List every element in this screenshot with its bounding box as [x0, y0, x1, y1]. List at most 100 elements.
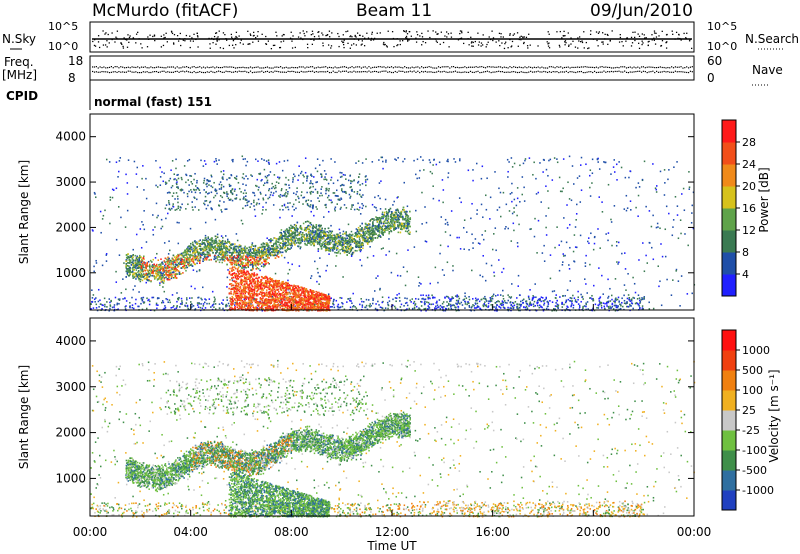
nave-point: [310, 70, 312, 73]
scatter-point: [264, 182, 266, 184]
scatter-point: [615, 297, 617, 300]
scatter-point: [251, 251, 254, 254]
nave-point: [93, 71, 96, 73]
scatter-point: [658, 285, 660, 288]
nsky-point: [102, 44, 105, 46]
nsky-point: [601, 41, 603, 43]
scatter-point: [597, 157, 599, 160]
freq-point: [253, 66, 255, 69]
scatter-point: [328, 253, 330, 255]
scatter-point: [156, 297, 159, 300]
freq-point: [516, 66, 519, 69]
scatter-point: [408, 307, 411, 310]
scatter-point: [619, 303, 621, 306]
nsky-point: [115, 36, 117, 38]
scatter-point: [187, 307, 189, 310]
nsky-point: [556, 31, 558, 33]
nsky-point: [511, 45, 513, 47]
nsky-point: [234, 37, 237, 40]
nsky-point: [329, 36, 331, 38]
nsky-point: [648, 40, 650, 43]
scatter-point: [204, 257, 206, 260]
scatter-point: [357, 242, 360, 244]
scatter-point: [482, 254, 484, 257]
scatter-point: [545, 234, 548, 236]
nsky-point: [342, 43, 345, 46]
nsky-point: [677, 37, 679, 40]
scatter-point: [329, 306, 332, 308]
scatter-point: [543, 260, 546, 262]
scatter-point: [222, 299, 224, 301]
scatter-point: [627, 272, 629, 275]
nsky-point: [470, 42, 473, 44]
freq-point: [657, 66, 660, 69]
scatter-point: [446, 304, 448, 307]
scatter-point: [585, 163, 587, 166]
nave-point: [174, 70, 176, 73]
scatter-point: [408, 222, 411, 225]
scatter-point: [609, 307, 612, 309]
freq-point: [404, 66, 406, 68]
scatter-point: [633, 282, 636, 285]
scatter-point: [148, 303, 151, 306]
nave-point: [170, 71, 173, 73]
nave-point: [417, 70, 419, 72]
scatter-point: [359, 206, 361, 209]
scatter-point: [124, 226, 127, 228]
scatter-point: [635, 206, 637, 209]
scatter-point: [156, 216, 158, 219]
freq-point: [212, 66, 214, 68]
nsky-point: [217, 36, 219, 38]
scatter-point: [300, 231, 302, 233]
scatter-point: [617, 241, 620, 244]
scatter-point: [680, 275, 683, 277]
nsky-point: [325, 34, 327, 37]
scatter-point: [186, 252, 188, 255]
scatter-point: [284, 249, 286, 252]
scatter-point: [346, 301, 348, 303]
scatter-point: [384, 208, 387, 210]
nsky-point: [153, 34, 156, 36]
scatter-point: [476, 213, 478, 215]
nave-point: [193, 70, 195, 73]
nsky-point: [427, 30, 429, 32]
scatter-point: [291, 263, 293, 266]
nsky-point: [527, 47, 529, 49]
scatter-point: [479, 307, 481, 310]
scatter-point: [180, 297, 183, 300]
nsky-point: [279, 46, 281, 49]
scatter-point: [616, 306, 619, 309]
scatter-point: [330, 158, 332, 160]
scatter-point: [231, 279, 234, 282]
scatter-point: [359, 225, 362, 227]
scatter-point: [620, 166, 623, 169]
scatter-point: [395, 300, 397, 303]
scatter-point: [569, 280, 572, 282]
scatter-point: [458, 236, 460, 239]
scatter-point: [691, 292, 693, 295]
scatter-point: [315, 206, 317, 208]
scatter-point: [467, 169, 470, 172]
nsky-point: [671, 30, 673, 32]
scatter-point: [316, 158, 319, 160]
freq-point: [375, 66, 378, 68]
scatter-point: [543, 302, 546, 305]
nsky-point: [392, 37, 395, 40]
scatter-point: [91, 289, 93, 291]
freq-point: [300, 66, 302, 68]
nave-point: [264, 71, 267, 73]
scatter-point: [93, 265, 95, 268]
scatter-point: [186, 305, 189, 308]
freq-point: [383, 66, 385, 68]
nsky-point: [578, 40, 580, 42]
scatter-point: [691, 204, 694, 207]
nsky-point: [651, 39, 653, 41]
scatter-point: [402, 266, 405, 268]
nave-point: [432, 71, 434, 73]
scatter-point: [485, 298, 487, 301]
scatter-point: [142, 223, 144, 226]
scatter-point: [451, 304, 454, 307]
nsky-point: [407, 40, 409, 42]
nsky-point: [522, 42, 525, 45]
freq-point: [475, 66, 477, 68]
